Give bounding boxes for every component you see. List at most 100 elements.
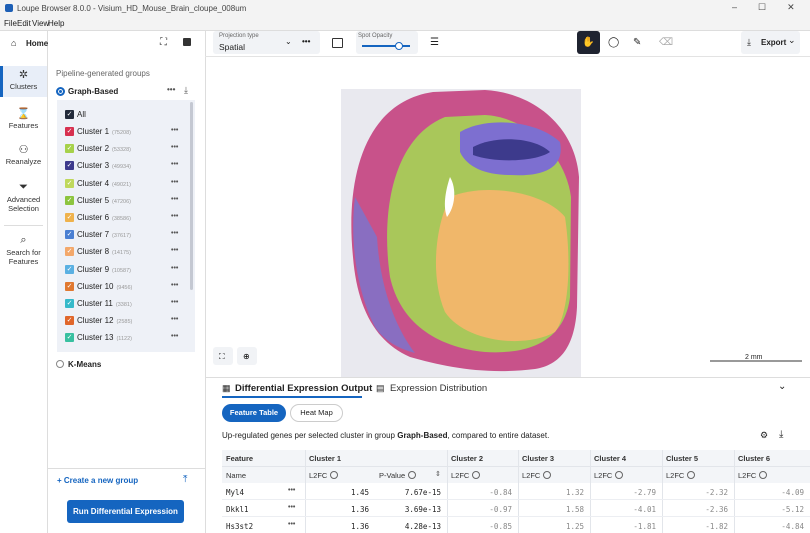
more-icon[interactable]: •••: [171, 161, 179, 169]
save-icon[interactable]: [183, 38, 191, 46]
create-group[interactable]: + Create a new group: [57, 476, 139, 485]
menu-item[interactable]: Edit: [17, 19, 31, 28]
group-name[interactable]: Graph-Based: [68, 87, 119, 96]
cluster-name[interactable]: Cluster 11 (3381): [77, 299, 132, 308]
download-icon[interactable]: ⤓: [779, 429, 784, 440]
info-icon[interactable]: [543, 471, 552, 479]
radio[interactable]: [56, 360, 64, 368]
cluster-name[interactable]: Cluster 4 (49021): [77, 178, 131, 188]
rail-icon[interactable]: ✲: [18, 69, 29, 81]
home-icon[interactable]: ⌂: [11, 38, 17, 48]
checkbox[interactable]: ✓: [65, 333, 74, 343]
tissue-viewer[interactable]: ⛶ ⊕: [205, 57, 810, 377]
download-icon[interactable]: ⤓: [184, 85, 188, 95]
snapshot-icon[interactable]: [332, 38, 343, 48]
more-icon[interactable]: •••: [171, 144, 179, 152]
column-header[interactable]: L2FC: [594, 471, 624, 480]
checkbox[interactable]: ✓: [65, 161, 74, 171]
upload-icon[interactable]: ⤒: [183, 474, 188, 485]
slider-thumb[interactable]: [395, 42, 403, 50]
checkbox[interactable]: ✓: [65, 178, 74, 188]
checkbox[interactable]: ✓: [65, 110, 74, 119]
pan-tool[interactable]: ✋: [577, 31, 600, 54]
cluster-name[interactable]: Cluster 3 (49934): [77, 161, 131, 171]
column-header[interactable]: L2FC: [451, 471, 481, 480]
rail-label[interactable]: Features: [8, 121, 39, 130]
view-button-active[interactable]: Feature Table: [222, 404, 286, 422]
run-button[interactable]: Run Differential Expression: [67, 500, 184, 523]
cluster-name[interactable]: Cluster 9 (10587): [77, 264, 131, 274]
column-header[interactable]: L2FC: [666, 471, 696, 480]
checkbox[interactable]: ✓: [65, 144, 74, 154]
cluster-name[interactable]: Cluster 1 (75208): [77, 127, 131, 136]
rail-icon[interactable]: ⌕: [20, 234, 27, 246]
checkbox[interactable]: ✓: [65, 213, 74, 222]
export-button[interactable]: ⤓ Export ⌄: [741, 31, 800, 54]
menu-item[interactable]: View: [32, 19, 50, 28]
cluster-name[interactable]: All: [77, 110, 86, 119]
info-icon[interactable]: [687, 471, 696, 479]
zoom-button[interactable]: [237, 347, 257, 365]
column-header[interactable]: L2FC: [738, 471, 768, 480]
checkbox[interactable]: ✓: [65, 316, 74, 326]
settings-icon[interactable]: ⚙: [760, 430, 769, 440]
menu-item[interactable]: File: [4, 19, 17, 28]
checkbox[interactable]: ✓: [65, 264, 74, 274]
settings-icon[interactable]: ☰: [430, 37, 439, 48]
rail-icon[interactable]: ⏷: [19, 181, 28, 193]
cluster-name[interactable]: Cluster 13 (1122): [77, 333, 132, 343]
cluster-name[interactable]: Cluster 5 (47206): [77, 195, 131, 205]
scrollbar[interactable]: [190, 102, 193, 290]
more-icon[interactable]: •••: [288, 521, 296, 528]
checkbox[interactable]: ✓: [65, 247, 74, 257]
more-icon[interactable]: •••: [171, 213, 179, 220]
rail-icon[interactable]: ⚇: [18, 144, 29, 156]
cluster-name[interactable]: Cluster 12 (2585): [77, 316, 133, 326]
checkbox[interactable]: ✓: [65, 299, 74, 308]
tab[interactable]: Expression Distribution: [390, 383, 488, 394]
more-icon[interactable]: •••: [171, 127, 179, 134]
more-icon[interactable]: •••: [171, 195, 179, 203]
more-icon[interactable]: •••: [171, 264, 179, 272]
lasso-tool[interactable]: ◯: [608, 37, 620, 48]
rail-icon[interactable]: ⌛: [16, 108, 31, 120]
tab-active[interactable]: Differential Expression Output: [235, 383, 373, 394]
more-icon[interactable]: •••: [171, 247, 179, 255]
home-label[interactable]: Home: [26, 39, 49, 48]
rail-label[interactable]: Advanced Selection: [6, 195, 41, 213]
more-icon[interactable]: •••: [171, 333, 179, 341]
info-icon[interactable]: [472, 471, 481, 479]
window-controls[interactable]: –☐✕: [732, 2, 810, 12]
column-header[interactable]: P-Value: [379, 471, 417, 480]
more-icon[interactable]: •••: [167, 85, 176, 94]
more-icon[interactable]: •••: [288, 487, 296, 494]
info-icon[interactable]: [408, 471, 417, 479]
cluster-name[interactable]: Cluster 10 (9456): [77, 281, 133, 291]
fit-button[interactable]: [213, 347, 233, 365]
more-icon[interactable]: •••: [288, 504, 296, 511]
info-icon[interactable]: [759, 471, 768, 479]
more-icon[interactable]: •••: [171, 178, 179, 186]
rail-label[interactable]: Search for Features: [6, 248, 41, 266]
fullscreen-icon[interactable]: ⛶: [160, 37, 167, 48]
opacity-control[interactable]: Spot Opacity: [356, 31, 418, 54]
projection-select[interactable]: Projection type Spatial ⌄ •••: [213, 31, 320, 54]
gene-name[interactable]: Dkkl1: [226, 505, 249, 514]
checkbox[interactable]: ✓: [65, 230, 74, 240]
cluster-name[interactable]: Cluster 7 (37617): [77, 230, 131, 240]
menu-item[interactable]: Help: [48, 19, 65, 28]
sort-icon[interactable]: ⇕: [435, 471, 441, 478]
info-icon[interactable]: [615, 471, 624, 479]
cluster-name[interactable]: Cluster 6 (38586): [77, 213, 131, 222]
more-icon[interactable]: •••: [171, 316, 179, 324]
group-name[interactable]: K-Means: [68, 360, 102, 369]
rail-label[interactable]: Reanalyze: [5, 157, 42, 166]
gene-name[interactable]: Myl4: [226, 488, 245, 497]
column-header[interactable]: L2FC: [522, 471, 552, 480]
column-header[interactable]: L2FC: [309, 471, 339, 480]
gene-name[interactable]: Hs3st2: [226, 522, 254, 531]
collapse-icon[interactable]: ⌄: [778, 381, 787, 392]
radio-selected[interactable]: [56, 87, 65, 96]
checkbox[interactable]: ✓: [65, 195, 74, 205]
more-icon[interactable]: •••: [171, 299, 179, 306]
